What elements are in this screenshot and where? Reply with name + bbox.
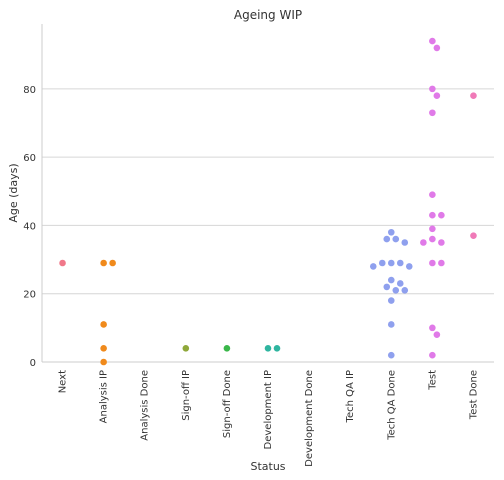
data-point: [433, 92, 441, 99]
data-point: [438, 211, 445, 219]
x-tick-label: Tech QA Done: [386, 370, 397, 441]
data-point: [387, 297, 395, 304]
data-point: [429, 225, 436, 233]
data-point: [273, 345, 281, 352]
data-point: [100, 321, 107, 328]
data-point: [401, 239, 409, 246]
x-tick-label: Tech QA IP: [345, 370, 356, 423]
x-tick-label: Test Done: [468, 370, 479, 420]
data-point: [429, 85, 436, 93]
data-point: [100, 345, 107, 352]
data-point: [396, 280, 404, 287]
data-point: [100, 358, 107, 366]
x-axis-label: Status: [250, 460, 285, 473]
data-points: [59, 37, 477, 366]
y-tick-label: 20: [23, 290, 36, 301]
data-point: [100, 259, 107, 267]
data-point: [429, 324, 436, 332]
data-point: [405, 263, 413, 270]
data-point: [59, 259, 66, 267]
data-point: [429, 211, 436, 219]
data-point: [392, 287, 400, 294]
y-tick-label: 40: [23, 221, 36, 232]
y-tick-label: 80: [23, 85, 36, 96]
data-point: [433, 44, 441, 52]
data-point: [470, 232, 477, 239]
data-point: [264, 345, 272, 352]
chart-title: Ageing WIP: [234, 8, 302, 22]
data-point: [223, 345, 231, 352]
x-tick-label: Development Done: [304, 370, 315, 467]
data-point: [392, 235, 400, 243]
x-tick-label: Sign-off IP: [181, 370, 192, 421]
x-tick-label: Next: [58, 370, 69, 393]
y-tick-label: 60: [23, 153, 36, 164]
data-point: [387, 228, 395, 236]
data-point: [429, 37, 436, 45]
x-tick-label: Analysis IP: [99, 370, 110, 423]
data-point: [429, 191, 436, 199]
data-point: [182, 345, 190, 352]
data-point: [438, 259, 445, 267]
data-point: [387, 259, 395, 267]
data-point: [387, 321, 395, 328]
y-tick-labels: 0 20 40 60 80: [23, 85, 36, 369]
x-tick-labels: Next Analysis IP Analysis Done Sign-off IP S…: [58, 370, 480, 467]
x-tick-label: Analysis Done: [140, 370, 151, 441]
data-point: [109, 259, 116, 267]
data-point: [470, 92, 477, 99]
gridlines: [42, 88, 494, 295]
data-point: [387, 276, 395, 284]
data-point: [383, 283, 391, 291]
data-point: [420, 239, 427, 246]
data-point: [438, 239, 445, 246]
x-tick-label: Test: [427, 370, 438, 391]
data-point: [429, 109, 436, 117]
x-tick-label: Development IP: [263, 370, 274, 449]
y-tick-label: 0: [30, 358, 36, 369]
data-point: [433, 331, 441, 338]
y-axis-label: Age (days): [7, 163, 20, 222]
data-point: [387, 351, 395, 359]
data-point: [383, 235, 391, 243]
data-point: [369, 263, 377, 270]
data-point: [429, 235, 436, 243]
data-point: [396, 259, 404, 267]
data-point: [378, 259, 386, 267]
x-tick-label: Sign-off Done: [222, 370, 233, 438]
data-point: [429, 259, 436, 267]
data-point: [429, 351, 436, 359]
data-point: [401, 287, 409, 294]
